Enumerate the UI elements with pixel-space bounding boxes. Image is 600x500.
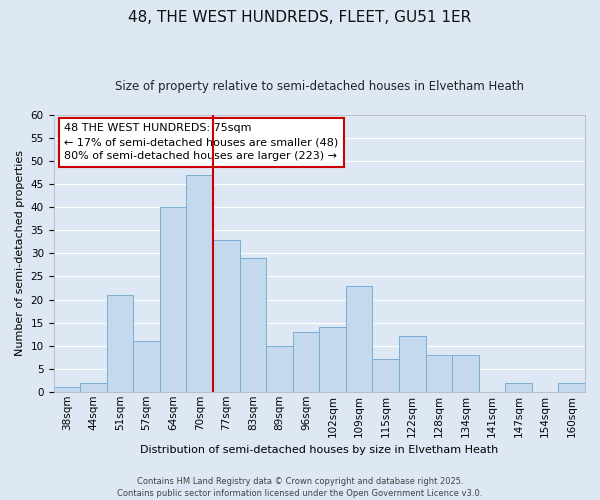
Bar xyxy=(53,387,80,392)
Bar xyxy=(107,295,133,392)
Bar xyxy=(346,286,373,392)
Bar xyxy=(80,382,107,392)
Text: Contains HM Land Registry data © Crown copyright and database right 2025.
Contai: Contains HM Land Registry data © Crown c… xyxy=(118,476,482,498)
Y-axis label: Number of semi-detached properties: Number of semi-detached properties xyxy=(15,150,25,356)
Bar xyxy=(452,355,479,392)
Bar xyxy=(160,208,187,392)
X-axis label: Distribution of semi-detached houses by size in Elvetham Heath: Distribution of semi-detached houses by … xyxy=(140,445,499,455)
Bar xyxy=(239,258,266,392)
Bar xyxy=(399,336,425,392)
Bar xyxy=(559,382,585,392)
Text: 48 THE WEST HUNDREDS: 75sqm
← 17% of semi-detached houses are smaller (48)
80% o: 48 THE WEST HUNDREDS: 75sqm ← 17% of sem… xyxy=(64,124,338,162)
Bar xyxy=(133,341,160,392)
Text: 48, THE WEST HUNDREDS, FLEET, GU51 1ER: 48, THE WEST HUNDREDS, FLEET, GU51 1ER xyxy=(128,10,472,25)
Bar xyxy=(293,332,319,392)
Bar xyxy=(505,382,532,392)
Title: Size of property relative to semi-detached houses in Elvetham Heath: Size of property relative to semi-detach… xyxy=(115,80,524,93)
Bar xyxy=(319,327,346,392)
Bar xyxy=(213,240,239,392)
Bar xyxy=(266,346,293,392)
Bar xyxy=(187,175,213,392)
Bar xyxy=(373,360,399,392)
Bar xyxy=(425,355,452,392)
